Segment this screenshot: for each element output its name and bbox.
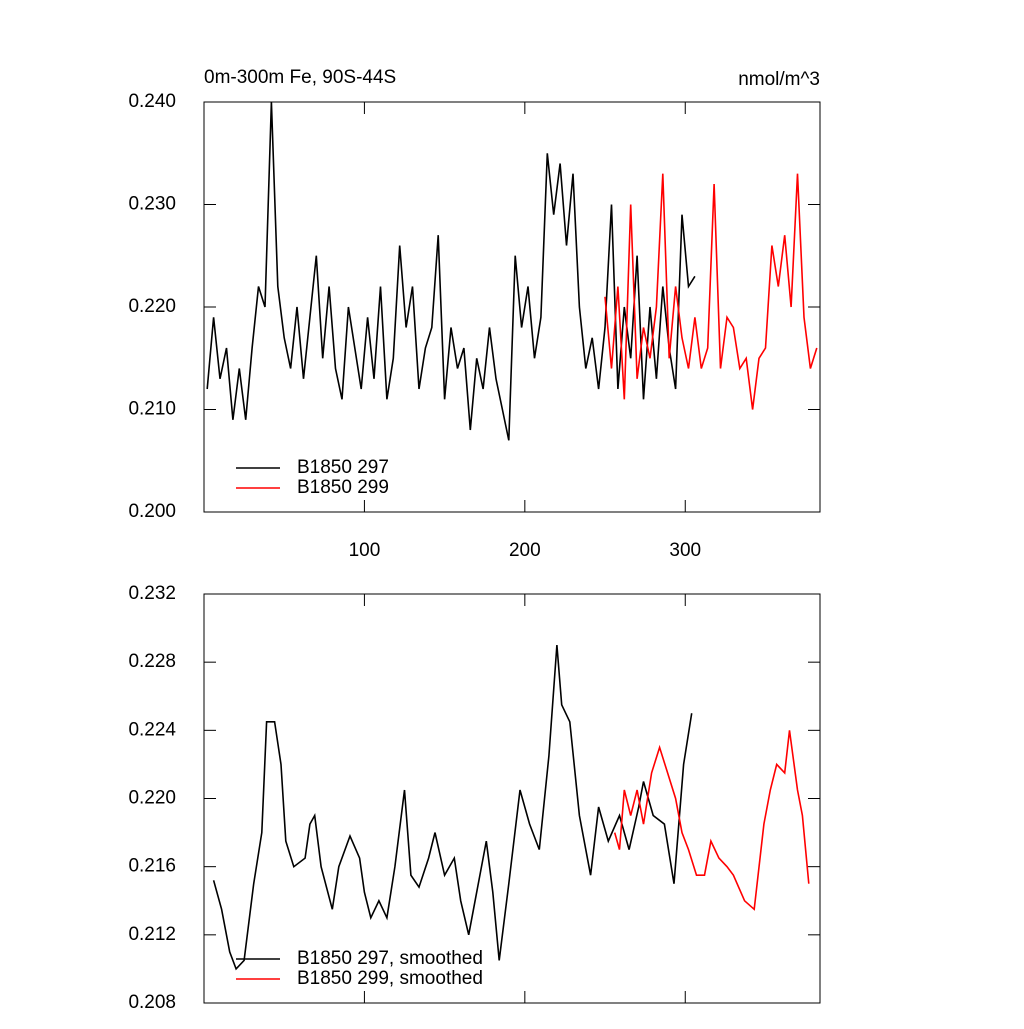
x-tick-label: 100 bbox=[349, 540, 381, 561]
y-tick-label: 0.220 bbox=[128, 788, 176, 809]
series-line bbox=[212, 645, 693, 971]
x-tick-label: 300 bbox=[669, 540, 701, 561]
legend-label: B1850 299, smoothed bbox=[297, 968, 483, 989]
y-tick-label: 0.220 bbox=[128, 296, 176, 317]
chart-title: 0m-300m Fe, 90S-44S bbox=[204, 67, 396, 88]
legend-label: B1850 297 bbox=[297, 457, 389, 478]
y-tick-label: 0.210 bbox=[128, 399, 176, 420]
y-tick-label: 0.232 bbox=[128, 583, 176, 604]
series-line bbox=[613, 730, 810, 911]
legend-label: B1850 299 bbox=[297, 477, 389, 498]
y-tick-label: 0.208 bbox=[128, 992, 176, 1013]
x-tick-label: 200 bbox=[509, 540, 541, 561]
y-tick-label: 0.228 bbox=[128, 651, 176, 672]
units-label: nmol/m^3 bbox=[738, 69, 820, 90]
series-line bbox=[604, 173, 818, 410]
plot-frame bbox=[203, 593, 821, 1004]
y-tick-label: 0.240 bbox=[128, 91, 176, 112]
y-tick-label: 0.216 bbox=[128, 856, 176, 877]
legend-label: B1850 297, smoothed bbox=[297, 948, 483, 969]
series-line bbox=[206, 101, 696, 441]
y-tick-label: 0.212 bbox=[128, 924, 176, 945]
y-tick-label: 0.230 bbox=[128, 194, 176, 215]
y-tick-label: 0.224 bbox=[128, 719, 176, 740]
y-tick-label: 0.200 bbox=[128, 501, 176, 522]
